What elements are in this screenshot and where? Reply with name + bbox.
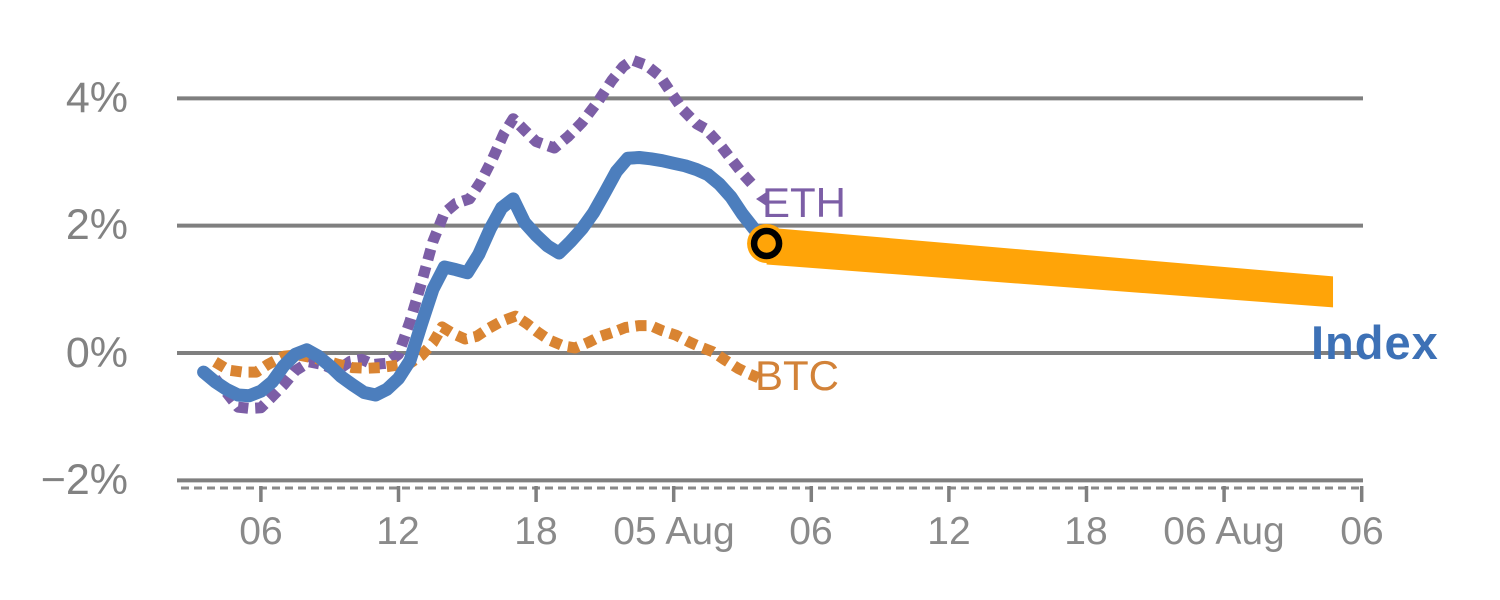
y-tick-label-neg2pct: −2% <box>40 456 128 504</box>
x-tick-label-06a: 06 <box>239 510 283 553</box>
x-tick-label-18b: 18 <box>1064 510 1108 553</box>
index-series-label: Index <box>1311 316 1439 369</box>
x-tick-label-05aug: 05 Aug <box>613 510 735 553</box>
btc-series-label: BTC <box>755 352 839 399</box>
y-tick-label-0pct: 0% <box>65 329 128 377</box>
x-tick-label-06c: 06 <box>1340 510 1384 553</box>
x-tick-label-06aug: 06 Aug <box>1163 510 1285 553</box>
x-tick-label-12a: 12 <box>376 510 420 553</box>
x-tick-label-18a: 18 <box>514 510 558 553</box>
y-tick-label-2pct: 2% <box>65 201 128 249</box>
x-tick-label-06b: 06 <box>789 510 833 553</box>
y-tick-label-4pct: 4% <box>65 74 128 122</box>
eth-series-label: ETH <box>762 179 846 226</box>
x-tick-label-12b: 12 <box>927 510 971 553</box>
